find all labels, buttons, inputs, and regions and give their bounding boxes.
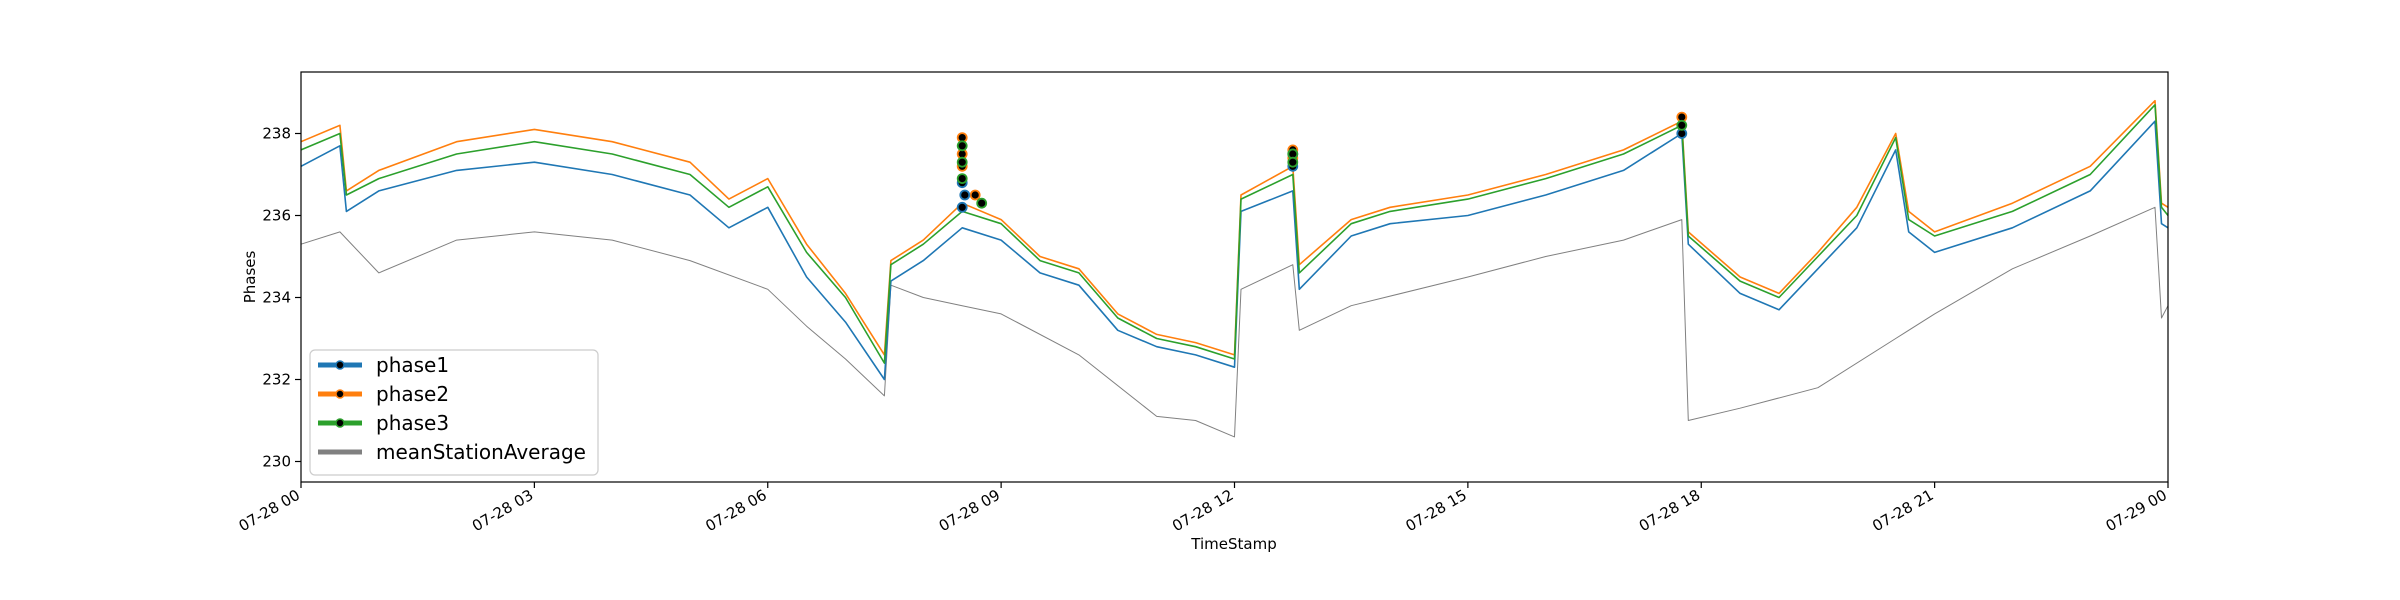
marker-layer xyxy=(956,111,1688,213)
legend-box xyxy=(309,349,599,476)
x-tick-label: 07-28 21 xyxy=(1869,486,1936,535)
x-axis-ticks: 07-28 00 07-28 03 07-28 06 07-28 09 07-28 12… xyxy=(236,482,2170,535)
legend-label-meanStationAverage: meanStationAverage xyxy=(376,440,586,464)
x-tick-label: 07-28 00 xyxy=(236,486,303,535)
x-tick-label: 07-28 18 xyxy=(1636,486,1703,535)
x-tick-label: 07-28 12 xyxy=(1169,486,1236,535)
y-tick-label: 232 xyxy=(262,371,291,389)
marker-phase2 xyxy=(969,189,981,201)
x-tick-label: 07-28 09 xyxy=(936,486,1003,535)
marker-phase1 xyxy=(956,201,968,213)
y-tick-label: 238 xyxy=(262,125,291,143)
marker-phase3 xyxy=(956,140,968,152)
y-tick-label: 236 xyxy=(262,207,291,225)
legend-marker-phase1 xyxy=(335,360,345,370)
series-line-meanStationAverage xyxy=(300,206,2169,438)
legend-marker-phase2 xyxy=(335,389,345,399)
marker-phase3 xyxy=(956,156,968,168)
y-tick-label: 234 xyxy=(262,289,291,307)
legend-marker-phase3 xyxy=(335,418,345,428)
series-line-phase2 xyxy=(300,99,2169,356)
marker-phase3 xyxy=(956,173,968,185)
marker-phase3 xyxy=(1287,156,1299,168)
y-tick-label: 230 xyxy=(262,453,291,471)
marker-phase1 xyxy=(959,189,971,201)
x-tick-label: 07-28 06 xyxy=(702,486,769,535)
series-line-phase3 xyxy=(300,104,2169,364)
series-line-phase1 xyxy=(300,120,2169,381)
legend-label-phase3: phase3 xyxy=(376,411,449,435)
x-tick-label: 07-29 00 xyxy=(2103,486,2170,535)
y-axis-label: Phases xyxy=(241,251,259,304)
legend-label-phase2: phase2 xyxy=(376,382,449,406)
legend-label-phase1: phase1 xyxy=(376,353,449,377)
marker-phase3 xyxy=(1676,119,1688,131)
x-axis-label: TimeStamp xyxy=(1190,535,1276,553)
legend: phase1 phase2 phase3 meanStationAverage xyxy=(309,349,599,476)
y-axis-ticks: 230 232 234 236 238 xyxy=(262,125,301,471)
x-tick-label: 07-28 03 xyxy=(469,486,536,535)
marker-phase3 xyxy=(976,197,988,209)
series-layer xyxy=(300,99,2169,438)
x-tick-label: 07-28 15 xyxy=(1402,486,1469,535)
